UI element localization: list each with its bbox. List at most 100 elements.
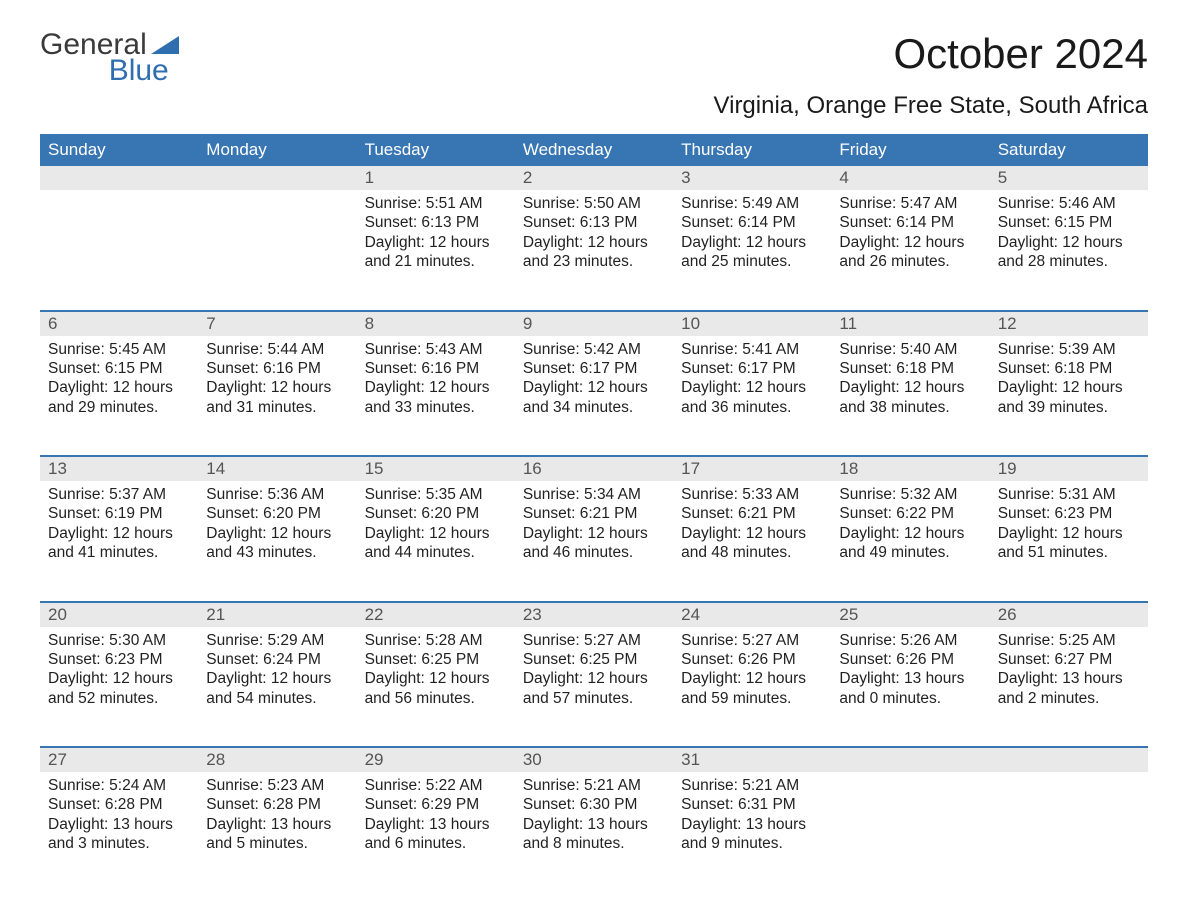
dow-cell: Sunday bbox=[40, 134, 198, 166]
sunrise-line: Sunrise: 5:29 AM bbox=[206, 631, 348, 650]
calendar-day: 10Sunrise: 5:41 AMSunset: 6:17 PMDayligh… bbox=[673, 312, 831, 438]
day-body: Sunrise: 5:45 AMSunset: 6:15 PMDaylight:… bbox=[40, 336, 198, 418]
calendar-day: 4Sunrise: 5:47 AMSunset: 6:14 PMDaylight… bbox=[831, 166, 989, 292]
sunset-line: Sunset: 6:21 PM bbox=[523, 504, 665, 523]
calendar-day: 16Sunrise: 5:34 AMSunset: 6:21 PMDayligh… bbox=[515, 457, 673, 583]
daylight-line-1: Daylight: 12 hours bbox=[998, 378, 1140, 397]
day-body: Sunrise: 5:40 AMSunset: 6:18 PMDaylight:… bbox=[831, 336, 989, 418]
calendar-day: 7Sunrise: 5:44 AMSunset: 6:16 PMDaylight… bbox=[198, 312, 356, 438]
calendar-day bbox=[831, 748, 989, 874]
sunrise-line: Sunrise: 5:46 AM bbox=[998, 194, 1140, 213]
daylight-line-1: Daylight: 12 hours bbox=[523, 378, 665, 397]
sunrise-line: Sunrise: 5:31 AM bbox=[998, 485, 1140, 504]
dow-cell: Saturday bbox=[990, 134, 1148, 166]
calendar-day bbox=[990, 748, 1148, 874]
header: General Blue October 2024 bbox=[40, 30, 1148, 86]
day-number: 5 bbox=[990, 166, 1148, 190]
day-body: Sunrise: 5:39 AMSunset: 6:18 PMDaylight:… bbox=[990, 336, 1148, 418]
day-body: Sunrise: 5:21 AMSunset: 6:31 PMDaylight:… bbox=[673, 772, 831, 854]
day-number: 4 bbox=[831, 166, 989, 190]
sunrise-line: Sunrise: 5:45 AM bbox=[48, 340, 190, 359]
daylight-line-2: and 49 minutes. bbox=[839, 543, 981, 562]
sunrise-line: Sunrise: 5:26 AM bbox=[839, 631, 981, 650]
calendar-day: 29Sunrise: 5:22 AMSunset: 6:29 PMDayligh… bbox=[357, 748, 515, 874]
day-number: 23 bbox=[515, 603, 673, 627]
calendar: SundayMondayTuesdayWednesdayThursdayFrid… bbox=[40, 134, 1148, 874]
day-body: Sunrise: 5:42 AMSunset: 6:17 PMDaylight:… bbox=[515, 336, 673, 418]
day-number: 22 bbox=[357, 603, 515, 627]
day-number: 8 bbox=[357, 312, 515, 336]
day-body: Sunrise: 5:47 AMSunset: 6:14 PMDaylight:… bbox=[831, 190, 989, 272]
calendar-day: 26Sunrise: 5:25 AMSunset: 6:27 PMDayligh… bbox=[990, 603, 1148, 729]
sunset-line: Sunset: 6:26 PM bbox=[681, 650, 823, 669]
day-body: Sunrise: 5:46 AMSunset: 6:15 PMDaylight:… bbox=[990, 190, 1148, 272]
daylight-line-1: Daylight: 12 hours bbox=[365, 524, 507, 543]
day-number: 19 bbox=[990, 457, 1148, 481]
day-body: Sunrise: 5:27 AMSunset: 6:25 PMDaylight:… bbox=[515, 627, 673, 709]
daylight-line-1: Daylight: 13 hours bbox=[206, 815, 348, 834]
sunset-line: Sunset: 6:15 PM bbox=[998, 213, 1140, 232]
daylight-line-2: and 26 minutes. bbox=[839, 252, 981, 271]
calendar-day bbox=[198, 166, 356, 292]
sunset-line: Sunset: 6:24 PM bbox=[206, 650, 348, 669]
sunrise-line: Sunrise: 5:24 AM bbox=[48, 776, 190, 795]
day-number: 18 bbox=[831, 457, 989, 481]
day-number: 2 bbox=[515, 166, 673, 190]
daylight-line-2: and 46 minutes. bbox=[523, 543, 665, 562]
sunrise-line: Sunrise: 5:23 AM bbox=[206, 776, 348, 795]
logo: General Blue bbox=[40, 30, 179, 86]
sunrise-line: Sunrise: 5:43 AM bbox=[365, 340, 507, 359]
day-body: Sunrise: 5:49 AMSunset: 6:14 PMDaylight:… bbox=[673, 190, 831, 272]
sunset-line: Sunset: 6:22 PM bbox=[839, 504, 981, 523]
day-number: 14 bbox=[198, 457, 356, 481]
sunrise-line: Sunrise: 5:28 AM bbox=[365, 631, 507, 650]
weeks-container: 1Sunrise: 5:51 AMSunset: 6:13 PMDaylight… bbox=[40, 166, 1148, 874]
day-body: Sunrise: 5:32 AMSunset: 6:22 PMDaylight:… bbox=[831, 481, 989, 563]
daylight-line-2: and 43 minutes. bbox=[206, 543, 348, 562]
day-number: 6 bbox=[40, 312, 198, 336]
daylight-line-2: and 39 minutes. bbox=[998, 398, 1140, 417]
day-body bbox=[40, 190, 198, 194]
calendar-day: 2Sunrise: 5:50 AMSunset: 6:13 PMDaylight… bbox=[515, 166, 673, 292]
location-subtitle: Virginia, Orange Free State, South Afric… bbox=[40, 92, 1148, 120]
day-number: 21 bbox=[198, 603, 356, 627]
daylight-line-2: and 36 minutes. bbox=[681, 398, 823, 417]
sunset-line: Sunset: 6:20 PM bbox=[206, 504, 348, 523]
sunrise-line: Sunrise: 5:27 AM bbox=[523, 631, 665, 650]
day-body: Sunrise: 5:27 AMSunset: 6:26 PMDaylight:… bbox=[673, 627, 831, 709]
sunrise-line: Sunrise: 5:39 AM bbox=[998, 340, 1140, 359]
sunrise-line: Sunrise: 5:35 AM bbox=[365, 485, 507, 504]
sunset-line: Sunset: 6:13 PM bbox=[365, 213, 507, 232]
day-number: 1 bbox=[357, 166, 515, 190]
day-number: 20 bbox=[40, 603, 198, 627]
day-number: 3 bbox=[673, 166, 831, 190]
calendar-day bbox=[40, 166, 198, 292]
calendar-day: 23Sunrise: 5:27 AMSunset: 6:25 PMDayligh… bbox=[515, 603, 673, 729]
day-number: 11 bbox=[831, 312, 989, 336]
calendar-day: 1Sunrise: 5:51 AMSunset: 6:13 PMDaylight… bbox=[357, 166, 515, 292]
day-body bbox=[198, 190, 356, 194]
day-body: Sunrise: 5:44 AMSunset: 6:16 PMDaylight:… bbox=[198, 336, 356, 418]
day-body: Sunrise: 5:31 AMSunset: 6:23 PMDaylight:… bbox=[990, 481, 1148, 563]
daylight-line-1: Daylight: 12 hours bbox=[839, 233, 981, 252]
day-number: 16 bbox=[515, 457, 673, 481]
calendar-day: 25Sunrise: 5:26 AMSunset: 6:26 PMDayligh… bbox=[831, 603, 989, 729]
sunrise-line: Sunrise: 5:21 AM bbox=[523, 776, 665, 795]
day-body: Sunrise: 5:35 AMSunset: 6:20 PMDaylight:… bbox=[357, 481, 515, 563]
sunrise-line: Sunrise: 5:47 AM bbox=[839, 194, 981, 213]
day-number: 30 bbox=[515, 748, 673, 772]
calendar-day: 18Sunrise: 5:32 AMSunset: 6:22 PMDayligh… bbox=[831, 457, 989, 583]
calendar-day: 12Sunrise: 5:39 AMSunset: 6:18 PMDayligh… bbox=[990, 312, 1148, 438]
calendar-day: 21Sunrise: 5:29 AMSunset: 6:24 PMDayligh… bbox=[198, 603, 356, 729]
sunset-line: Sunset: 6:16 PM bbox=[206, 359, 348, 378]
calendar-day: 17Sunrise: 5:33 AMSunset: 6:21 PMDayligh… bbox=[673, 457, 831, 583]
calendar-day: 30Sunrise: 5:21 AMSunset: 6:30 PMDayligh… bbox=[515, 748, 673, 874]
daylight-line-2: and 23 minutes. bbox=[523, 252, 665, 271]
sunset-line: Sunset: 6:21 PM bbox=[681, 504, 823, 523]
daylight-line-2: and 8 minutes. bbox=[523, 834, 665, 853]
sunset-line: Sunset: 6:25 PM bbox=[523, 650, 665, 669]
calendar-day: 27Sunrise: 5:24 AMSunset: 6:28 PMDayligh… bbox=[40, 748, 198, 874]
daylight-line-1: Daylight: 12 hours bbox=[48, 524, 190, 543]
day-body: Sunrise: 5:22 AMSunset: 6:29 PMDaylight:… bbox=[357, 772, 515, 854]
daylight-line-1: Daylight: 12 hours bbox=[839, 524, 981, 543]
